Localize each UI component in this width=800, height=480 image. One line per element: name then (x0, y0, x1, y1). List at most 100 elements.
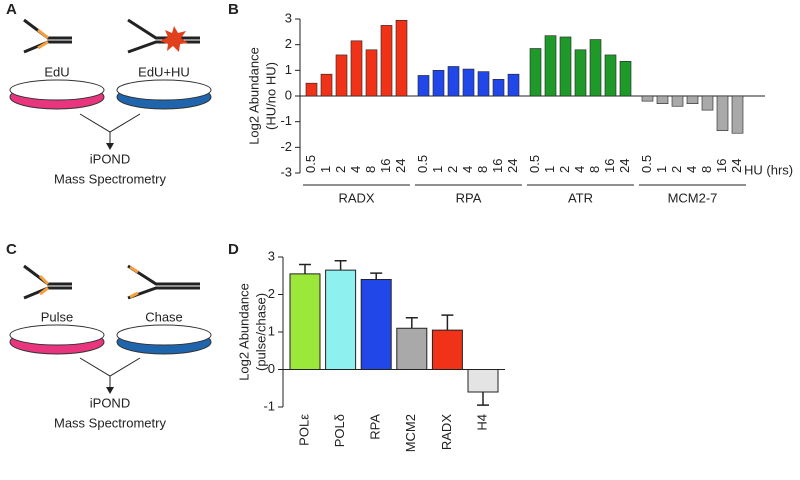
y-tick-label: 2 (285, 36, 292, 51)
bar (619, 61, 632, 97)
bar (320, 73, 333, 97)
y-axis-label: Log2 Abundance (246, 47, 261, 145)
bar (477, 71, 490, 97)
bar (671, 95, 684, 107)
x-tick-label: 0.5 (527, 155, 542, 173)
panel-label: C (6, 241, 17, 258)
bar (447, 66, 460, 97)
x-tick-label: 2 (445, 166, 460, 173)
x-tick-label: 16 (714, 159, 729, 173)
bar (701, 95, 714, 111)
x-tick-label: 16 (378, 159, 393, 173)
y-tick-label: 0 (285, 87, 292, 102)
bar (544, 35, 557, 97)
x-tick-label: 1 (318, 166, 333, 173)
x-tick-label: 4 (348, 166, 363, 173)
panel-label: D (228, 241, 239, 258)
y-tick-label: -2 (280, 139, 292, 154)
x-tick-label: 16 (490, 159, 505, 173)
x-tick-label: MCM2 (403, 414, 418, 452)
x-tick-label: RPA (368, 414, 383, 440)
x-tick-label: 4 (684, 166, 699, 173)
x-tick-label: 8 (699, 166, 714, 173)
bar (492, 79, 505, 97)
bar (350, 40, 363, 97)
bar (462, 68, 475, 97)
y-tick-label: 0 (268, 361, 275, 376)
x-axis-label: HU (hrs) (744, 162, 793, 177)
bar (559, 36, 572, 97)
y-tick-label: 1 (268, 323, 275, 338)
x-tick-label: RADX (439, 414, 454, 450)
condition-label: Chase (145, 309, 183, 324)
bar (641, 95, 654, 102)
x-tick-label: 0.5 (415, 155, 430, 173)
x-tick-label: POLε (296, 414, 311, 446)
condition-label: Pulse (41, 309, 74, 324)
group-label: ATR (568, 190, 593, 205)
bar (731, 95, 744, 134)
bar (467, 369, 499, 393)
x-tick-label: H4 (474, 414, 489, 431)
bar (289, 273, 321, 370)
x-tick-label: 0.5 (639, 155, 654, 173)
bar (716, 95, 729, 131)
bar (432, 70, 445, 97)
bar (396, 327, 428, 370)
y-tick-label: 3 (268, 248, 275, 263)
y-tick-label: -1 (263, 398, 275, 413)
bar (335, 54, 348, 97)
y-tick-label: 3 (285, 10, 292, 25)
condition-label: EdU (44, 64, 69, 79)
x-tick-label: 2 (669, 166, 684, 173)
bar (417, 75, 430, 97)
x-tick-label: 1 (542, 166, 557, 173)
x-tick-label: 2 (333, 166, 348, 173)
bar (507, 73, 520, 97)
bar (365, 49, 378, 97)
x-tick-label: POLδ (332, 414, 347, 447)
x-tick-label: 0.5 (303, 155, 318, 173)
method-label: iPOND (90, 151, 130, 166)
bar (305, 82, 318, 97)
bar (574, 49, 587, 97)
y-axis-label: Log2 Abundance (236, 283, 251, 381)
bar (431, 329, 463, 370)
diagram-c (9, 264, 212, 394)
bar (686, 95, 699, 104)
x-tick-label: 4 (460, 166, 475, 173)
x-tick-label: 8 (363, 166, 378, 173)
bar (325, 269, 357, 370)
x-tick-label: 1 (430, 166, 445, 173)
condition-label: EdU+HU (138, 64, 190, 79)
bar (656, 95, 669, 104)
y-axis-label: (pulse/chase) (253, 293, 268, 371)
bar (380, 25, 393, 97)
y-tick-label: 1 (285, 62, 292, 77)
readout-label: Mass Spectrometry (54, 171, 166, 186)
x-tick-label: 4 (572, 166, 587, 173)
method-label: iPOND (90, 395, 130, 410)
y-tick-label: 2 (268, 286, 275, 301)
panel-label: A (6, 1, 17, 18)
x-tick-label: 16 (602, 159, 617, 173)
group-label: MCM2-7 (668, 190, 718, 205)
bar (529, 48, 542, 97)
bar (604, 54, 617, 97)
bar (589, 39, 602, 97)
y-axis-label: (HU/no HU) (263, 62, 278, 130)
group-label: RADX (338, 190, 374, 205)
x-tick-label: 24 (393, 159, 408, 173)
bar (395, 19, 408, 97)
x-tick-label: 8 (587, 166, 602, 173)
x-tick-label: 24 (505, 159, 520, 173)
x-tick-label: 24 (729, 159, 744, 173)
group-label: RPA (456, 190, 482, 205)
y-tick-label: -1 (280, 113, 292, 128)
x-tick-label: 24 (617, 159, 632, 173)
readout-label: Mass Spectrometry (54, 415, 166, 430)
y-tick-label: -3 (280, 164, 292, 179)
bar (360, 279, 392, 370)
x-tick-label: 1 (654, 166, 669, 173)
